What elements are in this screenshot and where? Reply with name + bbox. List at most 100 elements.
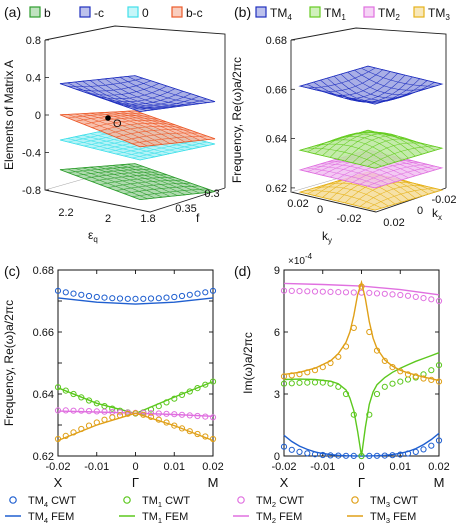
panel-c-cwt-point-tm4	[202, 289, 209, 296]
panel-c-cwt-point-tm4	[93, 293, 100, 301]
panel-c-cwt-point-tm3	[155, 416, 162, 423]
panel-c-cwt-point-tm4	[109, 295, 116, 302]
surface-xc-mesh-v	[119, 76, 201, 104]
surface-tm4-mesh-u	[344, 76, 413, 103]
panel-d-x-tick-label: -0.02	[271, 461, 296, 473]
bottom-legend-label-1: TM4 FEM	[28, 511, 74, 525]
panel-a-x-ticks: 2.2 2 1.8	[58, 207, 155, 225]
panel-a: (a) b -c 0 b-c O 0.80.40-0.4-0.8 Elements o…	[2, 4, 226, 244]
panel-a-surfaces	[59, 75, 216, 201]
surface-xc-mesh-v	[134, 75, 216, 102]
panel-a-y-tick-label: 0.3	[204, 188, 219, 200]
panel-a-x-tick-label: 2	[105, 213, 111, 225]
panel-d-cwt-point-tm1	[335, 383, 342, 390]
panel-d-cwt-point-tm2	[420, 295, 427, 302]
panel-d-cwt-point-tm4	[311, 451, 319, 458]
surface-tm4-mesh-v	[361, 67, 436, 87]
panel-d-cwt-point-tm4	[435, 437, 443, 444]
legend-b-label-0: TM4	[270, 6, 292, 22]
panel-c-y-axis-label: Frequency, Re(ω)a/2πc	[2, 300, 16, 426]
panel-b-label: (b)	[234, 4, 251, 20]
surface-tm1-mesh-v	[333, 133, 409, 159]
panel-c-plot-frame	[57, 269, 214, 457]
panel-d-plot-frame	[283, 269, 440, 457]
legend-a-swatch-2	[127, 6, 139, 18]
surface-b-mesh-v	[97, 166, 178, 196]
panel-d-cwt-point-tm4	[327, 452, 334, 459]
panel-a-y-axis-label: f	[196, 211, 200, 225]
panel-d-cwt-point-tm3	[366, 328, 373, 336]
panel-c-cwt-point-tm1	[186, 388, 193, 395]
surface-tm4-mesh-u	[367, 82, 435, 103]
panel-c-cwt-point-tm4	[85, 292, 93, 300]
panel-c-cwt-point-tm1	[209, 378, 217, 385]
surface-tm2-mesh-u	[367, 165, 435, 187]
surface-xc	[59, 75, 216, 113]
panel-c-cwt-point-tm4	[132, 295, 139, 302]
surface-xc-mesh-v	[127, 76, 208, 103]
panel-c-cwt-point-tm3	[70, 429, 77, 436]
bottom-legend-name-2: TM	[142, 495, 158, 507]
surface-tm4-mesh-u	[374, 83, 443, 105]
surface-tm3-mesh-u	[374, 189, 443, 211]
legend-b-label-3: TM3	[428, 6, 450, 22]
panel-d-cwt-point-tm2	[304, 288, 311, 295]
bottom-legend-sub-0: 4	[44, 500, 48, 509]
panel-c-cwt-point-tm4	[178, 292, 186, 300]
panel-c-cwt-point-tm4	[101, 294, 108, 301]
panel-a-z-tick-label: -0.8	[22, 185, 41, 197]
surface-0-mesh-u	[131, 141, 208, 159]
panel-b-y-tick-label: 0	[417, 205, 423, 217]
panel-c-cwt-point-tm3	[85, 422, 93, 429]
legend-b-swatch-1	[309, 6, 321, 18]
panel-c-cwt-point-tm2	[116, 409, 124, 416]
panel-b: (b) TM4 TM1 TM2 TM3 0.680.660.640.62 Freque…	[230, 4, 457, 245]
panel-d-cwt-point-tm3	[420, 375, 427, 382]
panel-d-cwt-point-tm2	[327, 288, 334, 295]
panel-c-label: (c)	[4, 263, 20, 279]
panel-d-y-axis-label: Im(ω)a/2πc	[241, 332, 255, 394]
panel-c-cwt-point-tm1	[147, 406, 155, 413]
panel-c-cwt-point-tm4	[155, 295, 162, 302]
panel-a-x-axis-symbol: ε	[88, 228, 94, 242]
panel-d-cwt-point-tm1	[350, 411, 357, 418]
bottom-legend-method-1: FEM	[51, 511, 74, 523]
panel-c-cwt-point-tm3	[147, 413, 155, 420]
panel-d-cwt-point-tm2	[397, 291, 404, 299]
panel-c-x-tick-label: 0.01	[164, 461, 185, 473]
panel-d-cwt-point-tm2	[412, 293, 419, 300]
panel-c-cwt-point-tm3	[124, 410, 131, 417]
panel-d-y-tick-label: 3	[274, 389, 280, 401]
panel-b-z-tick-label: 0.66	[266, 84, 287, 96]
panel-a-x-tick-label: 1.8	[140, 213, 155, 225]
surface-tm3-mesh-u	[367, 188, 435, 209]
panel-c-cwt-point-tm2	[171, 411, 178, 418]
bottom-legend-method-4: CWT	[279, 495, 304, 507]
panel-d-fem-line-tm3	[283, 279, 440, 382]
panel-c-kpoint-label: Γ	[132, 475, 139, 490]
panel-d-cwt-point-tm3	[397, 368, 404, 375]
panel-d-cwt-point-tm2	[435, 297, 443, 305]
panel-d-cwt-point-tm1	[366, 411, 373, 418]
panel-d-cwt-point-tm3	[280, 373, 288, 380]
surface-b-mesh-u	[115, 182, 192, 191]
bottom-legend-label-4: TM2 CWT	[256, 495, 304, 509]
panel-c-cwt-point-tm4	[171, 293, 178, 301]
bottom-legend-marker-cwt-6	[351, 496, 359, 504]
panel-b-x-tick-label: 0	[317, 204, 323, 216]
surface-b-mesh-v	[119, 164, 201, 194]
panel-c-cwt-point-tm2	[155, 410, 162, 417]
panel-c-cwt-point-tm4	[209, 287, 217, 294]
surface-bxc-mesh-u	[107, 126, 184, 135]
panel-c-ticks: 0.62 0.64 0.66 0.68 -0.02 -0.01 0 0.01 0.02 X Γ M	[33, 265, 224, 490]
panel-c-x-tick-label: -0.02	[45, 461, 70, 473]
surface-bxc-mesh-u	[115, 129, 192, 138]
panel-c-cwt-point-tm3	[93, 419, 100, 426]
legend-a-swatch-0	[29, 6, 41, 18]
panel-d-cwt-point-tm1	[304, 379, 311, 386]
legend-b-label-2-base: TM	[378, 6, 395, 20]
surface-bxc	[59, 110, 216, 148]
panel-c-cwt-point-tm4	[163, 294, 170, 301]
surface-xc-mesh-u	[123, 96, 200, 108]
